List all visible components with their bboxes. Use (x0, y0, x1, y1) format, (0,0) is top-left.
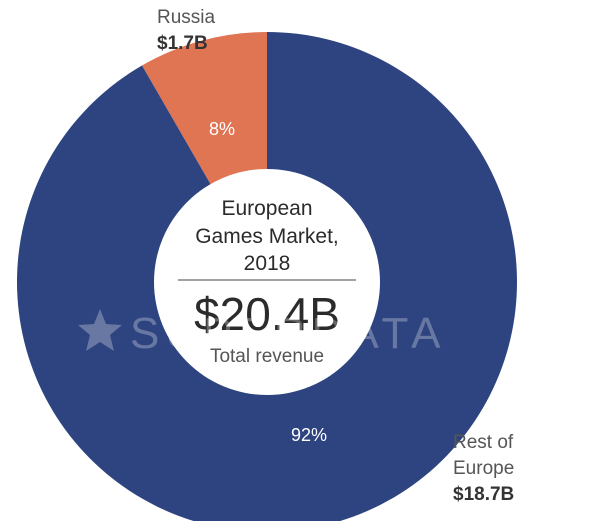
center-title-line-1: European (221, 197, 312, 220)
slice-label-russia: Russia (157, 7, 216, 28)
total-revenue-value: $20.4B (194, 288, 340, 340)
slice-percent-rest-of-europe: 92% (291, 425, 327, 445)
donut-hole (154, 169, 380, 395)
star-icon (78, 309, 122, 351)
slice-percent-russia: 8% (209, 119, 235, 139)
center-title-line-2: Games Market, (195, 225, 339, 248)
slice-value-russia: $1.7B (157, 33, 208, 54)
slice-label-rest-of-europe-line-2: Europe (453, 458, 514, 479)
center-title-line-3: 2018 (244, 252, 291, 275)
slice-value-rest-of-europe: $18.7B (453, 484, 514, 505)
slice-label-rest-of-europe-line-1: Rest of (453, 432, 514, 453)
total-revenue-label: Total revenue (210, 346, 324, 367)
watermark-text: SUPERDATA (130, 309, 446, 358)
watermark: SUPERDATA (78, 309, 446, 358)
